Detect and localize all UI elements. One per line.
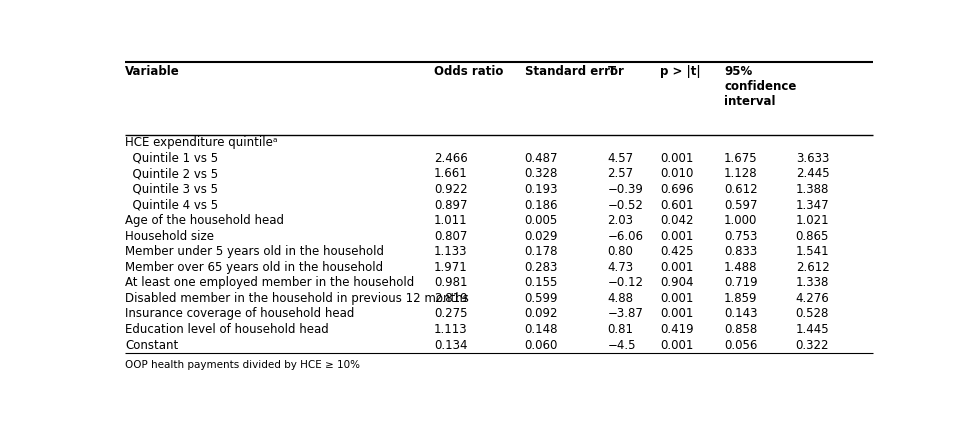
Text: 0.178: 0.178 xyxy=(525,245,558,258)
Text: 0.056: 0.056 xyxy=(724,339,757,352)
Text: Quintile 4 vs 5: Quintile 4 vs 5 xyxy=(125,199,219,212)
Text: Variable: Variable xyxy=(125,65,180,78)
Text: 1.128: 1.128 xyxy=(724,168,758,181)
Text: 2.445: 2.445 xyxy=(796,168,829,181)
Text: 3.633: 3.633 xyxy=(796,152,829,165)
Text: 0.922: 0.922 xyxy=(434,183,468,196)
Text: 0.904: 0.904 xyxy=(660,276,694,289)
Text: 1.388: 1.388 xyxy=(796,183,829,196)
Text: 0.155: 0.155 xyxy=(525,276,558,289)
Text: 0.858: 0.858 xyxy=(724,323,757,336)
Text: 1.445: 1.445 xyxy=(796,323,829,336)
Text: 1.971: 1.971 xyxy=(434,261,468,274)
Text: 0.148: 0.148 xyxy=(525,323,558,336)
Text: 1.338: 1.338 xyxy=(796,276,829,289)
Text: −0.39: −0.39 xyxy=(608,183,643,196)
Text: 0.186: 0.186 xyxy=(525,199,558,212)
Text: 0.001: 0.001 xyxy=(660,308,693,321)
Text: 4.88: 4.88 xyxy=(608,292,634,305)
Text: Member under 5 years old in the household: Member under 5 years old in the househol… xyxy=(125,245,384,258)
Text: 0.193: 0.193 xyxy=(525,183,558,196)
Text: 0.528: 0.528 xyxy=(796,308,829,321)
Text: T: T xyxy=(608,65,615,78)
Text: 2.466: 2.466 xyxy=(434,152,468,165)
Text: Education level of household head: Education level of household head xyxy=(125,323,329,336)
Text: 0.425: 0.425 xyxy=(660,245,694,258)
Text: 0.81: 0.81 xyxy=(608,323,634,336)
Text: 0.275: 0.275 xyxy=(434,308,468,321)
Text: 0.601: 0.601 xyxy=(660,199,694,212)
Text: Disabled member in the household in previous 12 months: Disabled member in the household in prev… xyxy=(125,292,469,305)
Text: 0.487: 0.487 xyxy=(525,152,558,165)
Text: 0.612: 0.612 xyxy=(724,183,758,196)
Text: 2.819: 2.819 xyxy=(434,292,468,305)
Text: 0.001: 0.001 xyxy=(660,339,693,352)
Text: Quintile 2 vs 5: Quintile 2 vs 5 xyxy=(125,168,219,181)
Text: 0.001: 0.001 xyxy=(660,261,693,274)
Text: 1.021: 1.021 xyxy=(796,214,829,227)
Text: 4.276: 4.276 xyxy=(796,292,829,305)
Text: 0.134: 0.134 xyxy=(434,339,468,352)
Text: p > |t|: p > |t| xyxy=(660,65,701,78)
Text: 2.03: 2.03 xyxy=(608,214,634,227)
Text: 1.000: 1.000 xyxy=(724,214,757,227)
Text: Constant: Constant xyxy=(125,339,179,352)
Text: 1.661: 1.661 xyxy=(434,168,468,181)
Text: 0.419: 0.419 xyxy=(660,323,694,336)
Text: 0.001: 0.001 xyxy=(660,152,693,165)
Text: 4.57: 4.57 xyxy=(608,152,634,165)
Text: 0.328: 0.328 xyxy=(525,168,558,181)
Text: 0.001: 0.001 xyxy=(660,292,693,305)
Text: 0.599: 0.599 xyxy=(525,292,558,305)
Text: 1.541: 1.541 xyxy=(796,245,829,258)
Text: 95%
confidence
interval: 95% confidence interval xyxy=(724,65,796,108)
Text: 0.322: 0.322 xyxy=(796,339,829,352)
Text: 0.981: 0.981 xyxy=(434,276,468,289)
Text: −0.12: −0.12 xyxy=(608,276,643,289)
Text: −0.52: −0.52 xyxy=(608,199,643,212)
Text: −6.06: −6.06 xyxy=(608,230,643,243)
Text: 0.042: 0.042 xyxy=(660,214,694,227)
Text: Quintile 1 vs 5: Quintile 1 vs 5 xyxy=(125,152,219,165)
Text: 1.113: 1.113 xyxy=(434,323,468,336)
Text: Odds ratio: Odds ratio xyxy=(434,65,503,78)
Text: 0.807: 0.807 xyxy=(434,230,468,243)
Text: 1.675: 1.675 xyxy=(724,152,758,165)
Text: 0.833: 0.833 xyxy=(724,245,757,258)
Text: 1.011: 1.011 xyxy=(434,214,468,227)
Text: 0.897: 0.897 xyxy=(434,199,468,212)
Text: OOP health payments divided by HCE ≥ 10%: OOP health payments divided by HCE ≥ 10% xyxy=(125,359,361,369)
Text: 2.612: 2.612 xyxy=(796,261,829,274)
Text: 2.57: 2.57 xyxy=(608,168,634,181)
Text: 0.80: 0.80 xyxy=(608,245,633,258)
Text: Member over 65 years old in the household: Member over 65 years old in the househol… xyxy=(125,261,383,274)
Text: 1.347: 1.347 xyxy=(796,199,829,212)
Text: 4.73: 4.73 xyxy=(608,261,634,274)
Text: 0.597: 0.597 xyxy=(724,199,757,212)
Text: Insurance coverage of household head: Insurance coverage of household head xyxy=(125,308,355,321)
Text: 0.865: 0.865 xyxy=(796,230,829,243)
Text: 0.005: 0.005 xyxy=(525,214,558,227)
Text: 0.029: 0.029 xyxy=(525,230,558,243)
Text: 0.719: 0.719 xyxy=(724,276,758,289)
Text: HCE expenditure quintileᵃ: HCE expenditure quintileᵃ xyxy=(125,136,278,149)
Text: −4.5: −4.5 xyxy=(608,339,636,352)
Text: 0.753: 0.753 xyxy=(724,230,757,243)
Text: 0.092: 0.092 xyxy=(525,308,558,321)
Text: Household size: Household size xyxy=(125,230,214,243)
Text: At least one employed member in the household: At least one employed member in the hous… xyxy=(125,276,414,289)
Text: 1.133: 1.133 xyxy=(434,245,468,258)
Text: 1.488: 1.488 xyxy=(724,261,757,274)
Text: 1.859: 1.859 xyxy=(724,292,757,305)
Text: 0.696: 0.696 xyxy=(660,183,694,196)
Text: 0.010: 0.010 xyxy=(660,168,693,181)
Text: 0.060: 0.060 xyxy=(525,339,558,352)
Text: Age of the household head: Age of the household head xyxy=(125,214,284,227)
Text: Standard error: Standard error xyxy=(525,65,623,78)
Text: 0.283: 0.283 xyxy=(525,261,558,274)
Text: 0.001: 0.001 xyxy=(660,230,693,243)
Text: Quintile 3 vs 5: Quintile 3 vs 5 xyxy=(125,183,219,196)
Text: −3.87: −3.87 xyxy=(608,308,643,321)
Text: 0.143: 0.143 xyxy=(724,308,757,321)
